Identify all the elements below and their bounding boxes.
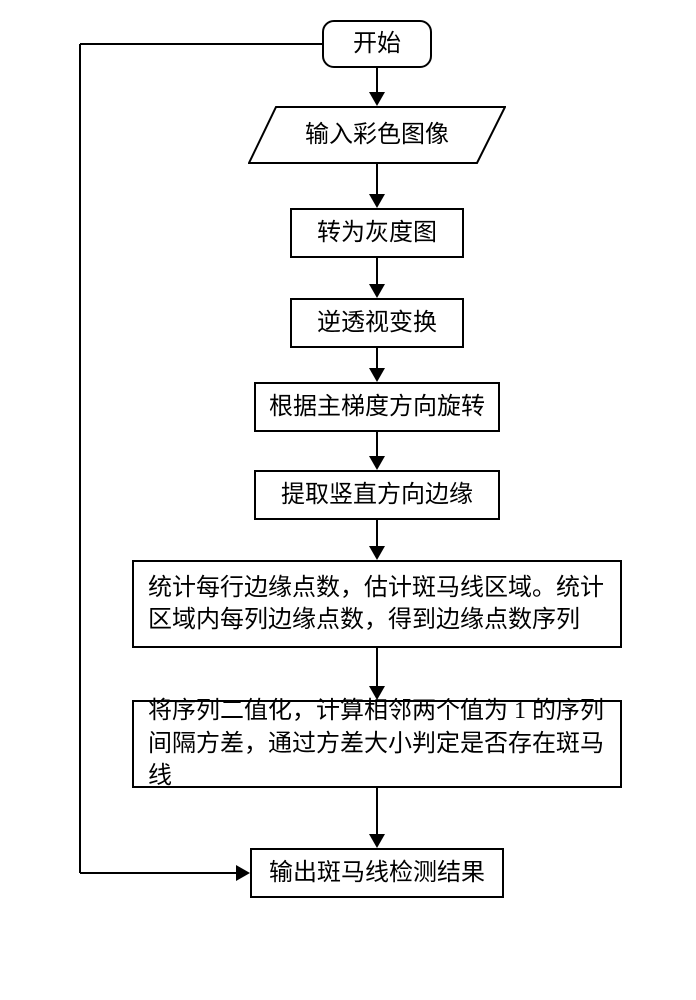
node-label-rotate: 根据主梯度方向旋转 [269,391,485,423]
node-label-gray: 转为灰度图 [317,217,437,249]
node-binary: 将序列二值化，计算相邻两个值为 1 的序列间隔方差，通过方差大小判定是否存在斑马… [132,700,622,788]
node-label-input: 输入彩色图像 [305,119,449,151]
node-input: 输入彩色图像 [248,106,506,164]
node-edges: 提取竖直方向边缘 [254,470,500,520]
arrow-line-rotate-edges [376,432,378,458]
node-rotate: 根据主梯度方向旋转 [254,382,500,432]
arrow-line-binary-output [376,788,378,836]
arrow-head-rotate-edges [369,456,385,470]
arrow-line-stats-binary [376,648,378,688]
arrow-line-gray-ipt [376,258,378,286]
loop-seg-top [80,43,322,45]
loop-seg-bottom [80,872,238,874]
node-label-edges: 提取竖直方向边缘 [281,479,473,511]
arrow-line-input-gray [376,164,378,196]
arrow-head-edges-stats [369,546,385,560]
arrow-head-stats-binary [369,686,385,700]
loop-seg-vert [79,44,81,873]
node-label-output: 输出斑马线检测结果 [269,857,485,889]
arrow-head-input-gray [369,194,385,208]
arrow-head-start-input [369,92,385,106]
node-label-ipt: 逆透视变换 [317,307,437,339]
node-ipt: 逆透视变换 [290,298,464,348]
arrow-line-edges-stats [376,520,378,548]
node-output: 输出斑马线检测结果 [250,848,504,898]
loop-arrow-head [236,865,250,881]
arrow-head-gray-ipt [369,284,385,298]
node-label-stats: 统计每行边缘点数，估计斑马线区域。统计区域内每列边缘点数，得到边缘点数序列 [148,572,606,637]
arrow-head-binary-output [369,834,385,848]
node-stats: 统计每行边缘点数，估计斑马线区域。统计区域内每列边缘点数，得到边缘点数序列 [132,560,622,648]
flowchart-canvas: 开始输入彩色图像转为灰度图逆透视变换根据主梯度方向旋转提取竖直方向边缘统计每行边… [0,0,696,1000]
arrow-line-ipt-rotate [376,348,378,370]
node-gray: 转为灰度图 [290,208,464,258]
node-start: 开始 [322,20,432,68]
node-label-start: 开始 [353,28,401,60]
node-label-binary: 将序列二值化，计算相邻两个值为 1 的序列间隔方差，通过方差大小判定是否存在斑马… [148,695,606,792]
arrow-head-ipt-rotate [369,368,385,382]
arrow-line-start-input [376,68,378,94]
